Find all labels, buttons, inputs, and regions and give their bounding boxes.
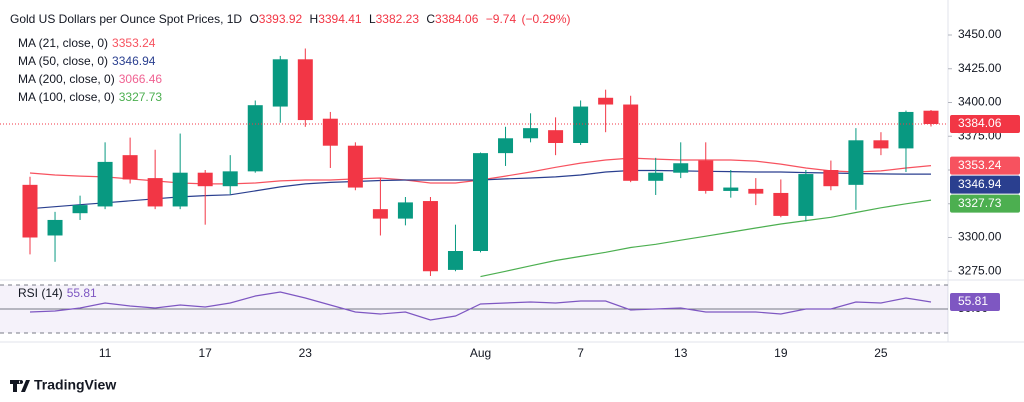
candle-body	[673, 163, 689, 173]
x-tick-label: 23	[299, 346, 313, 360]
rsi-name: RSI (14)	[18, 286, 63, 300]
legend-label: MA (100, close, 0)	[18, 90, 115, 104]
legend-entry: MA (50, close, 0) 3346.94	[18, 54, 156, 68]
rsi-tag-label: 55.81	[958, 294, 988, 308]
candle-body	[347, 145, 363, 188]
candle-body	[698, 160, 714, 191]
legend-value: 3327.73	[119, 90, 163, 104]
legend-value: 3353.24	[112, 36, 156, 50]
candle-body	[322, 118, 338, 146]
x-tick-label: 25	[874, 346, 888, 360]
x-tick-label: 13	[674, 346, 688, 360]
open-value: 3393.92	[259, 12, 303, 26]
candle-body	[247, 105, 263, 172]
price-tag-label: 3346.94	[958, 177, 1002, 191]
candle-body	[623, 104, 639, 181]
candle-body	[773, 192, 789, 216]
ohlc-label: L	[369, 12, 376, 26]
candle-body	[47, 219, 63, 236]
candle-body	[523, 128, 539, 139]
logo: TradingView	[10, 377, 116, 393]
candle-body	[848, 140, 864, 185]
ohlc-label: C	[426, 12, 435, 26]
candle-body	[172, 172, 188, 207]
rsi-line	[29, 291, 932, 321]
legend-label: MA (50, close, 0)	[18, 54, 108, 68]
brand: TradingView	[34, 377, 116, 393]
y-tick-label: 3275.00	[958, 263, 1002, 277]
candle-body	[422, 201, 438, 272]
price-pane	[22, 48, 939, 278]
candle-body	[823, 170, 839, 187]
candle-body	[573, 106, 589, 143]
candle-body	[748, 188, 764, 194]
candle-body	[297, 59, 313, 121]
plot-layer: 3275.003300.003325.003350.003375.003400.…	[0, 27, 1020, 360]
chart-title: Gold US Dollars per Ounce Spot Prices, 1…	[10, 12, 242, 26]
candle-body	[447, 251, 463, 270]
x-tick-label: 17	[199, 346, 213, 360]
rsi-tag	[950, 293, 1000, 312]
high-value: 3394.41	[318, 12, 362, 26]
y-tick-label: 3400.00	[958, 95, 1002, 109]
price-tag-label: 3327.73	[958, 196, 1002, 210]
y-tick-label: 3425.00	[958, 61, 1002, 75]
candle-body	[498, 138, 514, 154]
ohlc-label: H	[310, 12, 319, 26]
candle-body	[648, 172, 664, 181]
legend-entry: MA (200, close, 0) 3066.46	[18, 72, 162, 86]
price-tag	[950, 156, 1020, 175]
candle-body	[372, 209, 388, 219]
candle-body	[548, 130, 564, 143]
candle-body	[147, 178, 163, 207]
x-tick-label: 11	[99, 346, 112, 360]
candle-body	[397, 202, 413, 219]
legend-label: MA (200, close, 0)	[18, 72, 115, 86]
y-tick-label: 3450.00	[958, 27, 1002, 41]
candle-body	[272, 59, 288, 107]
candle-body	[873, 140, 889, 149]
x-tick-label: Aug	[470, 346, 491, 360]
rsi-value: 55.81	[67, 286, 97, 300]
candle-body	[72, 205, 88, 214]
x-tick-label: 7	[577, 346, 584, 360]
ma-line	[480, 199, 932, 278]
x-tick-label: 19	[774, 346, 788, 360]
legend-entry: MA (21, close, 0) 3353.24	[18, 36, 156, 50]
legend-value: 3346.94	[112, 54, 156, 68]
logo-icon	[10, 380, 30, 392]
change-value: −9.74	[486, 12, 517, 26]
candle-body	[22, 184, 38, 238]
legend-value: 3066.46	[119, 72, 163, 86]
price-tag	[950, 194, 1020, 213]
rsi-legend: RSI (14) 55.81	[18, 286, 97, 300]
candle-body	[598, 97, 614, 105]
price-tag	[950, 175, 1020, 194]
candle-body	[197, 172, 213, 187]
candle-body	[97, 161, 113, 207]
candle-body	[473, 153, 488, 251]
header: Gold US Dollars per Ounce Spot Prices, 1…	[10, 12, 571, 26]
price-tag-label: 3353.24	[958, 158, 1002, 172]
candle-body	[723, 187, 739, 191]
candle-body	[122, 155, 138, 180]
candle-body	[923, 110, 939, 125]
ohlc-label: O	[249, 12, 258, 26]
price-tag	[950, 115, 1020, 134]
legend-label: MA (21, close, 0)	[18, 36, 108, 50]
change-percent: (−0.29%)	[521, 12, 570, 26]
legend-entry: MA (100, close, 0) 3327.73	[18, 90, 162, 104]
candle-body	[898, 111, 914, 149]
rsi-pane	[29, 291, 932, 321]
price-tag-label: 3384.06	[958, 116, 1002, 130]
close-value: 3384.06	[435, 12, 479, 26]
low-value: 3382.23	[376, 12, 420, 26]
candle-body	[222, 171, 238, 187]
candle-body	[798, 174, 814, 216]
y-tick-label: 3300.00	[958, 230, 1002, 244]
